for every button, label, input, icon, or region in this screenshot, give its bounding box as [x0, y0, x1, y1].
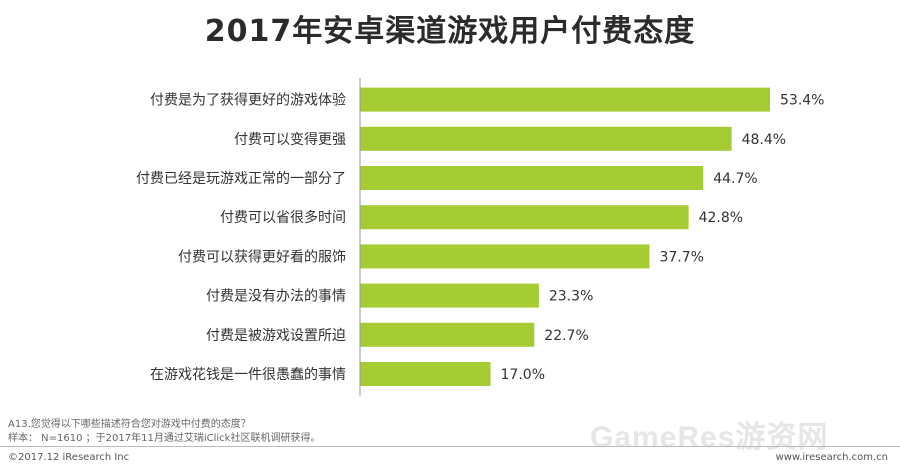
data-label: 44.7%: [713, 171, 757, 187]
chart-title: 2017年安卓渠道游戏用户付费态度: [204, 14, 696, 49]
data-label: 17.0%: [501, 367, 545, 383]
copyright-text: ©2017.12 iResearch Inc: [8, 452, 130, 463]
website-text: www.iresearch.com.cn: [775, 452, 888, 463]
category-label: 付费可以省很多时间: [220, 209, 346, 226]
bar-5: [360, 244, 650, 269]
data-label: 48.4%: [742, 132, 786, 148]
footnote-sample: 样本： N=1610 ；于2017年11月通过艾瑞iClick社区联机调研获得。: [8, 433, 321, 444]
bar-4: [360, 205, 689, 230]
watermark-logo: GameRes游资网: [590, 421, 829, 454]
data-label: 23.3%: [549, 289, 593, 305]
category-label: 付费是为了获得更好的游戏体验: [150, 92, 346, 109]
category-label: 付费可以变得更强: [234, 131, 346, 148]
bar-chart: 付费是为了获得更好的游戏体验 53.4% 付费可以变得更强 48.4% 付费已经是玩游戏…: [136, 78, 824, 396]
data-label: 53.4%: [780, 93, 824, 109]
bar-6: [360, 283, 539, 308]
bar-7: [360, 322, 535, 347]
bar-3: [360, 166, 704, 190]
footer-divider: [0, 446, 900, 447]
category-label: 付费是没有办法的事情: [206, 289, 346, 305]
data-label: 22.7%: [544, 328, 588, 344]
bar-2: [360, 126, 732, 151]
category-label: 付费已经是玩游戏正常的一部分了: [136, 171, 346, 187]
footnote-question: A13.您觉得以下哪些描述符合您对游戏中付费的态度？: [8, 419, 251, 430]
data-label: 42.8%: [699, 210, 743, 226]
category-label: 付费是被游戏设置所迫: [206, 328, 346, 344]
bar-1: [360, 87, 770, 112]
category-label: 付费可以获得更好看的服饰: [178, 248, 346, 265]
bar-8: [360, 362, 491, 386]
category-label: 在游戏花钱是一件很愚蠢的事情: [150, 367, 346, 383]
data-label: 37.7%: [659, 249, 703, 265]
